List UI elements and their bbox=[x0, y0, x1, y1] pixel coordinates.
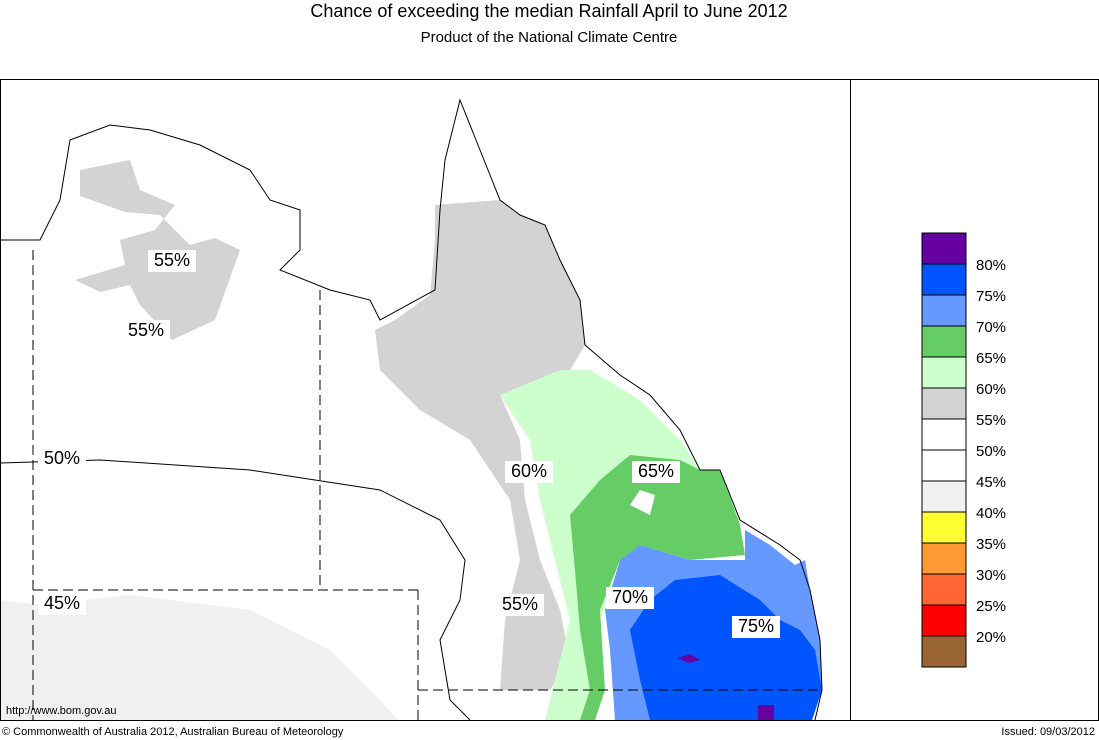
legend-swatch bbox=[921, 263, 967, 296]
contour-label: 45% bbox=[44, 593, 80, 613]
legend-panel bbox=[850, 79, 1099, 721]
contour-label: 60% bbox=[511, 461, 547, 481]
legend-swatch bbox=[921, 232, 967, 265]
legend-label: 60% bbox=[976, 381, 1006, 398]
contour-label: 50% bbox=[44, 448, 80, 468]
legend-label: 75% bbox=[976, 288, 1006, 305]
legend-swatch bbox=[921, 511, 967, 544]
url: http://www.bom.gov.au bbox=[6, 705, 116, 717]
legend-swatch bbox=[921, 294, 967, 327]
contour-labels: 55% 55% 50% 45% 60% 65% 70% 55% 75% bbox=[38, 250, 780, 638]
contour-label: 75% bbox=[738, 616, 774, 636]
legend-label: 40% bbox=[976, 505, 1006, 522]
legend-label: 70% bbox=[976, 319, 1006, 336]
subtitle: Product of the National Climate Centre bbox=[421, 29, 678, 46]
contour-label: 55% bbox=[502, 594, 538, 614]
legend-label: 45% bbox=[976, 474, 1006, 491]
legend-label: 20% bbox=[976, 629, 1006, 646]
legend: 80% 75% 70% 65% 60% 55% 50% 45% 40% 35% 30% 25% 20% bbox=[921, 232, 1006, 668]
legend-label: 65% bbox=[976, 350, 1006, 367]
legend-label: 80% bbox=[976, 257, 1006, 274]
legend-swatch bbox=[921, 387, 967, 420]
contour-label: 55% bbox=[128, 320, 164, 340]
legend-swatch bbox=[921, 325, 967, 358]
legend-swatch bbox=[921, 418, 967, 451]
legend-swatch bbox=[921, 604, 967, 637]
legend-swatch bbox=[921, 480, 967, 513]
contour-label: 65% bbox=[638, 461, 674, 481]
map: 55% 55% 50% 45% 60% 65% 70% 55% 75% http… bbox=[0, 79, 851, 721]
copyright: © Commonwealth of Australia 2012, Austra… bbox=[2, 726, 344, 738]
legend-label: 50% bbox=[976, 443, 1006, 460]
legend-swatch bbox=[921, 449, 967, 482]
legend-swatch bbox=[921, 356, 967, 389]
issued: Issued: 09/03/2012 bbox=[1001, 726, 1095, 738]
title: Chance of exceeding the median Rainfall … bbox=[310, 1, 787, 21]
legend-label: 30% bbox=[976, 567, 1006, 584]
contour-label: 55% bbox=[154, 250, 190, 270]
legend-swatch bbox=[921, 573, 967, 606]
legend-label: 35% bbox=[976, 536, 1006, 553]
legend-swatch bbox=[921, 635, 967, 668]
legend-swatch bbox=[921, 542, 967, 575]
legend-label: 55% bbox=[976, 412, 1006, 429]
contour-label: 70% bbox=[612, 587, 648, 607]
legend-label: 25% bbox=[976, 598, 1006, 615]
